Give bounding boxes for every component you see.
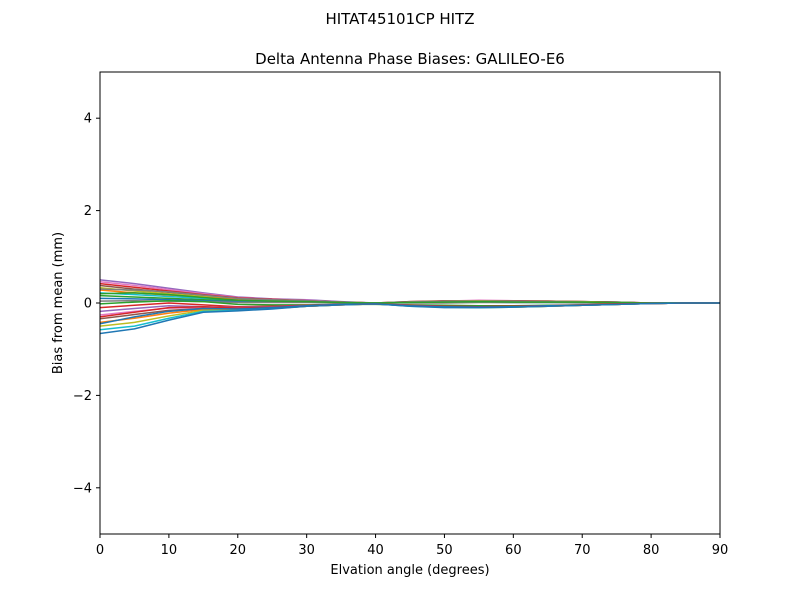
y-axis-ticks: −4 −2 0 2 4: [73, 112, 100, 496]
chart-title: Delta Antenna Phase Biases: GALILEO-E6: [255, 50, 565, 68]
y-axis-label: Bias from mean (mm): [51, 232, 66, 374]
x-tick-label: 70: [574, 543, 591, 558]
x-tick-label: 0: [96, 543, 104, 558]
x-tick-label: 10: [161, 543, 178, 558]
series-layer: [100, 279, 720, 335]
x-tick-label: 20: [230, 543, 247, 558]
series-line: [100, 292, 720, 304]
x-tick-label: 60: [505, 543, 522, 558]
x-axis-ticks: 0 10 20 30 40 50 60 70 80 90: [96, 534, 728, 558]
series-line: [100, 302, 720, 325]
y-tick-label: 0: [84, 297, 92, 312]
x-tick-label: 30: [298, 543, 315, 558]
y-tick-label: −2: [73, 389, 92, 404]
x-tick-label: 40: [367, 543, 384, 558]
x-axis-label: Elvation angle (degrees): [330, 563, 489, 578]
y-tick-label: 4: [84, 112, 92, 127]
y-tick-label: 2: [84, 204, 92, 219]
plot-area: [99, 71, 721, 535]
figure-suptitle: HITAT45101CP HITZ: [325, 10, 474, 28]
x-tick-label: 90: [712, 543, 729, 558]
x-tick-label: 80: [643, 543, 660, 558]
x-tick-label: 50: [436, 543, 453, 558]
y-tick-label: −4: [73, 481, 92, 496]
